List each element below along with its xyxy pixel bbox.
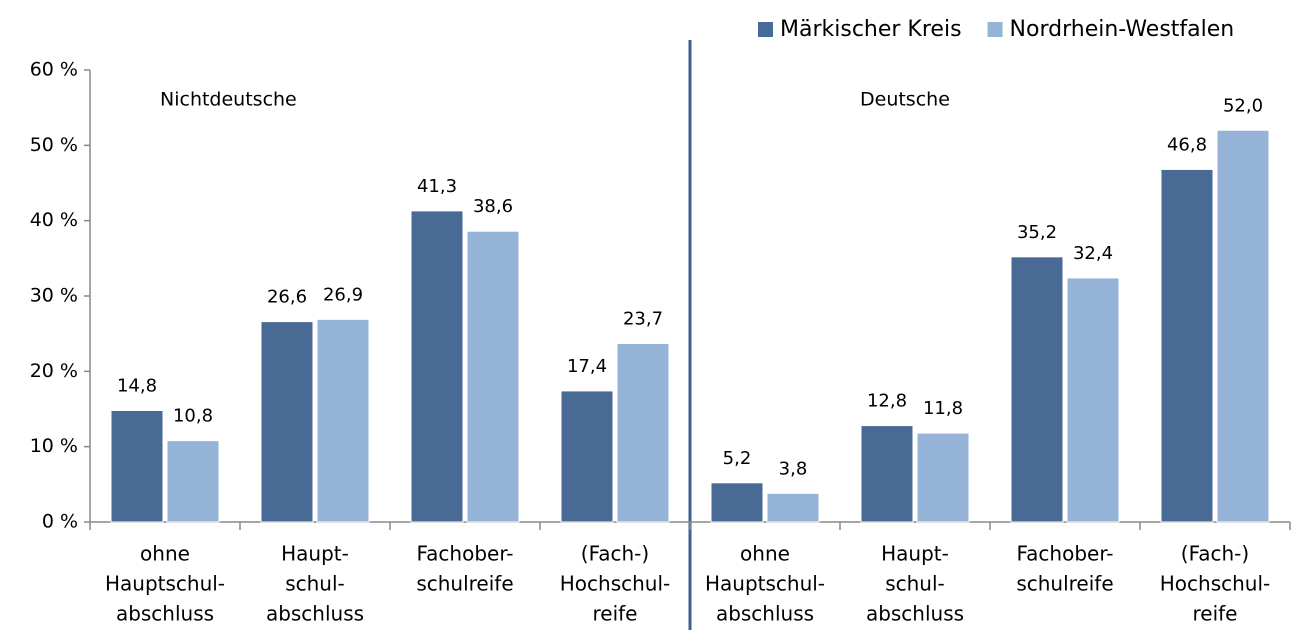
legend-label: Märkischer Kreis [780, 17, 962, 42]
value-label: 23,7 [623, 308, 663, 329]
x-tick-label: abschluss [716, 602, 814, 626]
group-label: Deutsche [860, 89, 950, 111]
bar [1160, 168, 1214, 523]
bar [166, 440, 220, 523]
x-tick-label: schulreife [1016, 572, 1113, 596]
legend-label: Nordrhein-Westfalen [1010, 17, 1235, 42]
x-tick-label: (Fach-) [1181, 542, 1249, 566]
bar [260, 321, 314, 523]
x-tick-label: schul- [285, 572, 345, 596]
y-tick-label: 10 % [30, 435, 78, 457]
y-tick-label: 40 % [30, 209, 78, 231]
x-tick-label: Fachober- [417, 542, 514, 566]
x-tick-label: schul- [885, 572, 945, 596]
x-tick-label: ohne [140, 542, 190, 566]
x-tick-label: Hochschul- [1160, 572, 1271, 596]
value-label: 26,9 [323, 284, 363, 305]
bar [316, 318, 370, 523]
x-tick-label: ohne [740, 542, 790, 566]
bar [616, 342, 670, 523]
legend-swatch [758, 22, 773, 37]
value-label: 26,6 [267, 287, 307, 308]
value-label: 35,2 [1017, 222, 1057, 243]
value-label: 3,8 [779, 458, 808, 479]
bar [1066, 277, 1120, 523]
value-label: 32,4 [1073, 243, 1113, 264]
bar [860, 425, 914, 523]
x-tick-label: schulreife [416, 572, 513, 596]
x-tick-label: Haupt- [881, 542, 949, 566]
bar [766, 492, 820, 523]
value-label: 38,6 [473, 196, 513, 217]
bar [110, 410, 164, 523]
legend-swatch [987, 22, 1003, 37]
value-label: 52,0 [1223, 95, 1263, 116]
bar [560, 390, 614, 523]
value-label: 46,8 [1167, 134, 1207, 155]
bar [410, 210, 464, 523]
value-label: 17,4 [567, 356, 607, 377]
x-tick-label: reife [1193, 602, 1238, 626]
x-tick-label: abschluss [116, 602, 214, 626]
bar [710, 482, 764, 523]
value-label: 14,8 [117, 376, 157, 397]
y-tick-label: 60 % [30, 59, 78, 81]
y-tick-label: 20 % [30, 360, 78, 382]
x-tick-label: abschluss [866, 602, 964, 626]
x-tick-label: Hauptschul- [705, 572, 825, 596]
value-label: 5,2 [723, 448, 752, 469]
y-tick-label: 50 % [30, 134, 78, 156]
y-tick-label: 0 % [42, 511, 78, 533]
value-label: 41,3 [417, 176, 457, 197]
x-tick-label: Haupt- [281, 542, 349, 566]
bar [1010, 256, 1064, 523]
x-tick-label: abschluss [266, 602, 364, 626]
bar [1216, 129, 1270, 523]
x-tick-label: Hauptschul- [105, 572, 225, 596]
value-label: 10,8 [173, 406, 213, 427]
value-label: 11,8 [923, 398, 963, 419]
x-tick-label: reife [593, 602, 638, 626]
x-tick-label: Fachober- [1017, 542, 1114, 566]
group-label: Nichtdeutsche [160, 89, 297, 111]
y-tick-label: 30 % [30, 285, 78, 307]
bar [466, 230, 520, 523]
value-label: 12,8 [867, 391, 907, 412]
bar [916, 432, 970, 523]
x-tick-label: Hochschul- [560, 572, 671, 596]
x-tick-label: (Fach-) [581, 542, 649, 566]
